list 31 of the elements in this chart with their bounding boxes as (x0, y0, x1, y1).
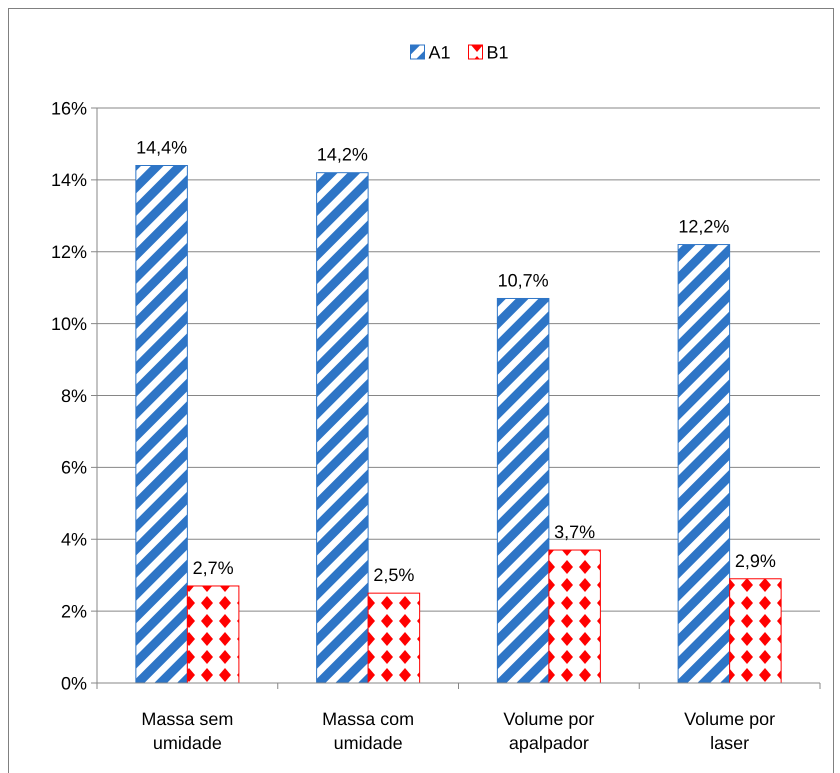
bar (496, 298, 550, 684)
y-tick-label: 16% (50, 98, 87, 118)
y-tick-label: 12% (50, 242, 87, 262)
legend-label: B1 (486, 42, 509, 62)
bar (729, 578, 782, 684)
data-label: 10,7% (498, 270, 549, 290)
y-tick-label: 0% (60, 673, 87, 694)
bar (368, 592, 420, 684)
x-tick-label: Massa sem umidade (141, 709, 234, 753)
y-tick-label: 8% (60, 386, 87, 406)
y-tick-label: 6% (60, 458, 87, 478)
bar (678, 244, 730, 684)
data-label: 2,7% (192, 558, 234, 578)
x-tick-label: Volume por apalpador (503, 709, 594, 753)
y-tick-label: 14% (50, 170, 87, 190)
data-label: 2,5% (373, 565, 414, 586)
bar (186, 585, 240, 684)
x-tick-label: Volume por laser (684, 709, 776, 753)
x-tick-label: Massa com umidade (322, 709, 414, 753)
legend-label: A1 (428, 42, 451, 62)
data-label: 14,2% (316, 144, 368, 165)
y-tick-label: 2% (60, 601, 87, 622)
bar (548, 550, 601, 684)
bar (135, 165, 188, 684)
data-label: 2,9% (734, 550, 776, 571)
y-tick-label: 4% (60, 530, 87, 550)
bar (316, 172, 369, 684)
data-label: 14,4% (136, 138, 188, 158)
data-label: 3,7% (554, 522, 596, 542)
y-tick-label: 10% (50, 314, 87, 334)
data-label: 12,2% (678, 216, 730, 237)
